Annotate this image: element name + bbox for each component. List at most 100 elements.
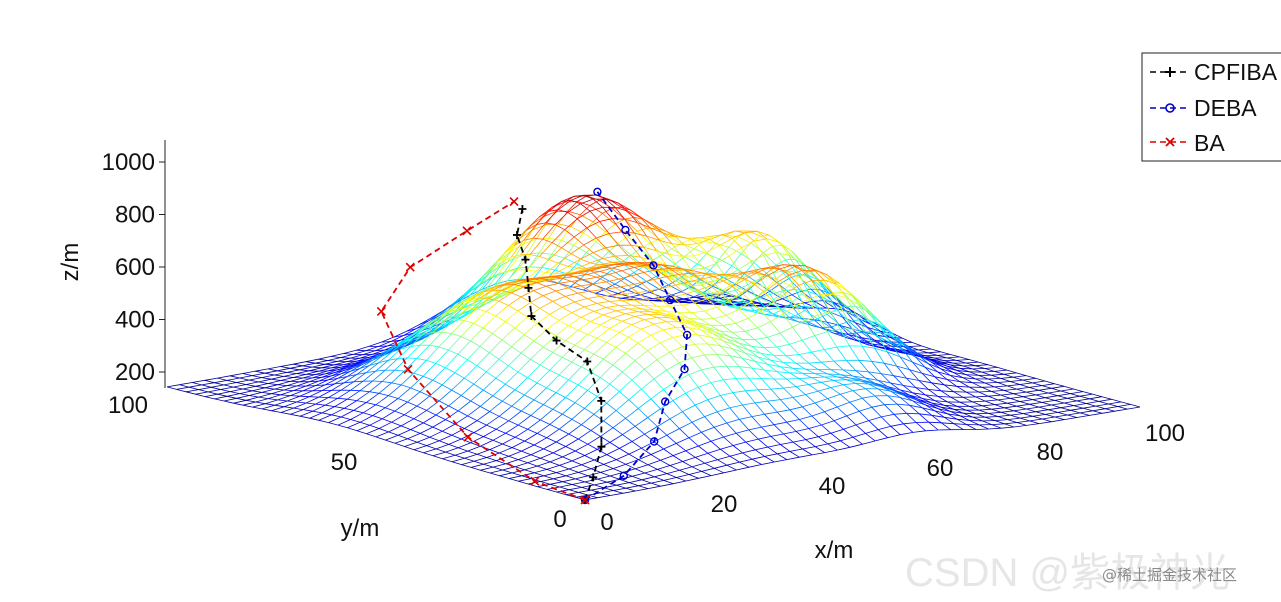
mesh-line-x bbox=[650, 389, 664, 400]
x-tick-label: 60 bbox=[927, 455, 954, 482]
mesh-line-y bbox=[1029, 403, 1040, 408]
mesh-line-y bbox=[416, 358, 427, 361]
mesh-line-y bbox=[791, 290, 802, 296]
mesh-line-x bbox=[1029, 418, 1043, 422]
mesh-line-y bbox=[918, 349, 929, 354]
mesh-line-x bbox=[640, 216, 654, 225]
mesh-line-x bbox=[612, 353, 626, 366]
mesh-line-y bbox=[893, 414, 904, 425]
mesh-line-x bbox=[381, 336, 395, 343]
mesh-line-y bbox=[669, 465, 680, 471]
mesh-line-x bbox=[675, 374, 689, 382]
mesh-line-y bbox=[277, 370, 287, 373]
mesh-line-x bbox=[631, 319, 645, 326]
mesh-line-y bbox=[590, 270, 600, 272]
z-axis-title: z/m bbox=[57, 243, 84, 282]
mesh-line-y bbox=[575, 450, 585, 456]
mesh-line-x bbox=[293, 361, 306, 365]
mesh-line-x bbox=[448, 336, 462, 351]
mesh-line-y bbox=[726, 274, 736, 277]
mesh-line-x bbox=[577, 270, 591, 274]
mesh-line-y bbox=[763, 267, 774, 276]
mesh-line-x bbox=[347, 421, 361, 429]
mesh-line-y bbox=[700, 369, 712, 383]
mesh-line-x bbox=[763, 304, 776, 308]
mesh-line-x bbox=[378, 382, 392, 394]
mesh-line-y bbox=[1117, 406, 1128, 410]
mesh-line-y bbox=[372, 415, 383, 420]
mesh-line-x bbox=[378, 421, 392, 429]
mesh-line-y bbox=[912, 400, 923, 409]
mesh-line-x bbox=[824, 406, 838, 413]
mesh-line-y bbox=[480, 469, 491, 474]
mesh-line-x bbox=[698, 382, 711, 388]
mesh-line-x bbox=[836, 283, 850, 293]
mesh-line-y bbox=[343, 353, 354, 355]
mesh-line-y bbox=[624, 264, 635, 268]
mesh-line-x bbox=[404, 405, 418, 416]
mesh-line-y bbox=[672, 337, 683, 348]
mesh-line-y bbox=[701, 471, 712, 476]
mesh-line-x bbox=[657, 418, 671, 427]
mesh-line-y bbox=[552, 352, 563, 358]
mesh-line-x bbox=[663, 477, 677, 481]
mesh-line-y bbox=[1035, 394, 1046, 399]
mesh-line-y bbox=[782, 301, 793, 310]
mesh-line-y bbox=[489, 472, 500, 477]
mesh-line-y bbox=[732, 445, 743, 454]
mesh-line-x bbox=[274, 385, 288, 390]
mesh-line-x bbox=[577, 262, 591, 269]
mesh-line-x bbox=[745, 327, 758, 332]
mesh-line-y bbox=[277, 384, 288, 386]
mesh-line-y bbox=[811, 280, 821, 287]
mesh-line-x bbox=[908, 345, 922, 347]
mesh-line-x bbox=[571, 407, 585, 420]
mesh-line-x bbox=[912, 392, 926, 396]
mesh-line-x bbox=[830, 384, 844, 388]
mesh-line-y bbox=[842, 316, 853, 330]
mesh-line-x bbox=[1013, 375, 1027, 378]
mesh-line-x bbox=[785, 284, 800, 294]
mesh-line-y bbox=[1054, 416, 1065, 420]
mesh-line-y bbox=[647, 350, 658, 360]
mesh-line-y bbox=[650, 398, 661, 410]
mesh-line-y bbox=[552, 452, 563, 458]
mesh-line-y bbox=[239, 393, 250, 396]
mesh-line-x bbox=[252, 387, 266, 392]
mesh-line-x bbox=[1022, 394, 1036, 398]
mesh-line-x bbox=[464, 453, 478, 459]
mesh-line-y bbox=[375, 436, 386, 441]
mesh-line-x bbox=[654, 473, 667, 478]
mesh-line-y bbox=[328, 397, 338, 399]
mesh-line-x bbox=[713, 274, 727, 277]
mesh-line-x bbox=[539, 276, 553, 279]
mesh-line-y bbox=[663, 480, 674, 485]
mesh-line-y bbox=[473, 432, 484, 437]
mesh-line-y bbox=[435, 448, 446, 453]
mesh-line-x bbox=[653, 276, 667, 280]
mesh-line-x bbox=[829, 326, 843, 335]
mesh-line-x bbox=[576, 263, 590, 271]
mesh-line-y bbox=[698, 445, 709, 454]
mesh-line-y bbox=[378, 345, 388, 347]
mesh-line-x bbox=[1076, 398, 1090, 402]
mesh-line-y bbox=[606, 307, 616, 312]
mesh-line-x bbox=[673, 480, 686, 485]
mesh-line-x bbox=[684, 290, 698, 295]
mesh-line-y bbox=[267, 368, 278, 372]
mesh-line-y bbox=[868, 383, 879, 390]
mesh-line-y bbox=[274, 404, 285, 408]
mesh-line-y bbox=[609, 442, 620, 449]
series-marker-deba bbox=[682, 330, 692, 340]
mesh-line-x bbox=[545, 280, 559, 284]
mesh-line-y bbox=[934, 410, 945, 418]
mesh-line-y bbox=[754, 339, 765, 349]
mesh-line-y bbox=[618, 278, 629, 286]
mesh-line-y bbox=[647, 464, 658, 470]
mesh-line-y bbox=[580, 205, 591, 215]
mesh-line-y bbox=[252, 390, 262, 393]
mesh-line-x bbox=[672, 293, 686, 298]
mesh-line-x bbox=[782, 305, 796, 315]
mesh-line-y bbox=[972, 401, 983, 407]
mesh-line-y bbox=[584, 306, 594, 312]
